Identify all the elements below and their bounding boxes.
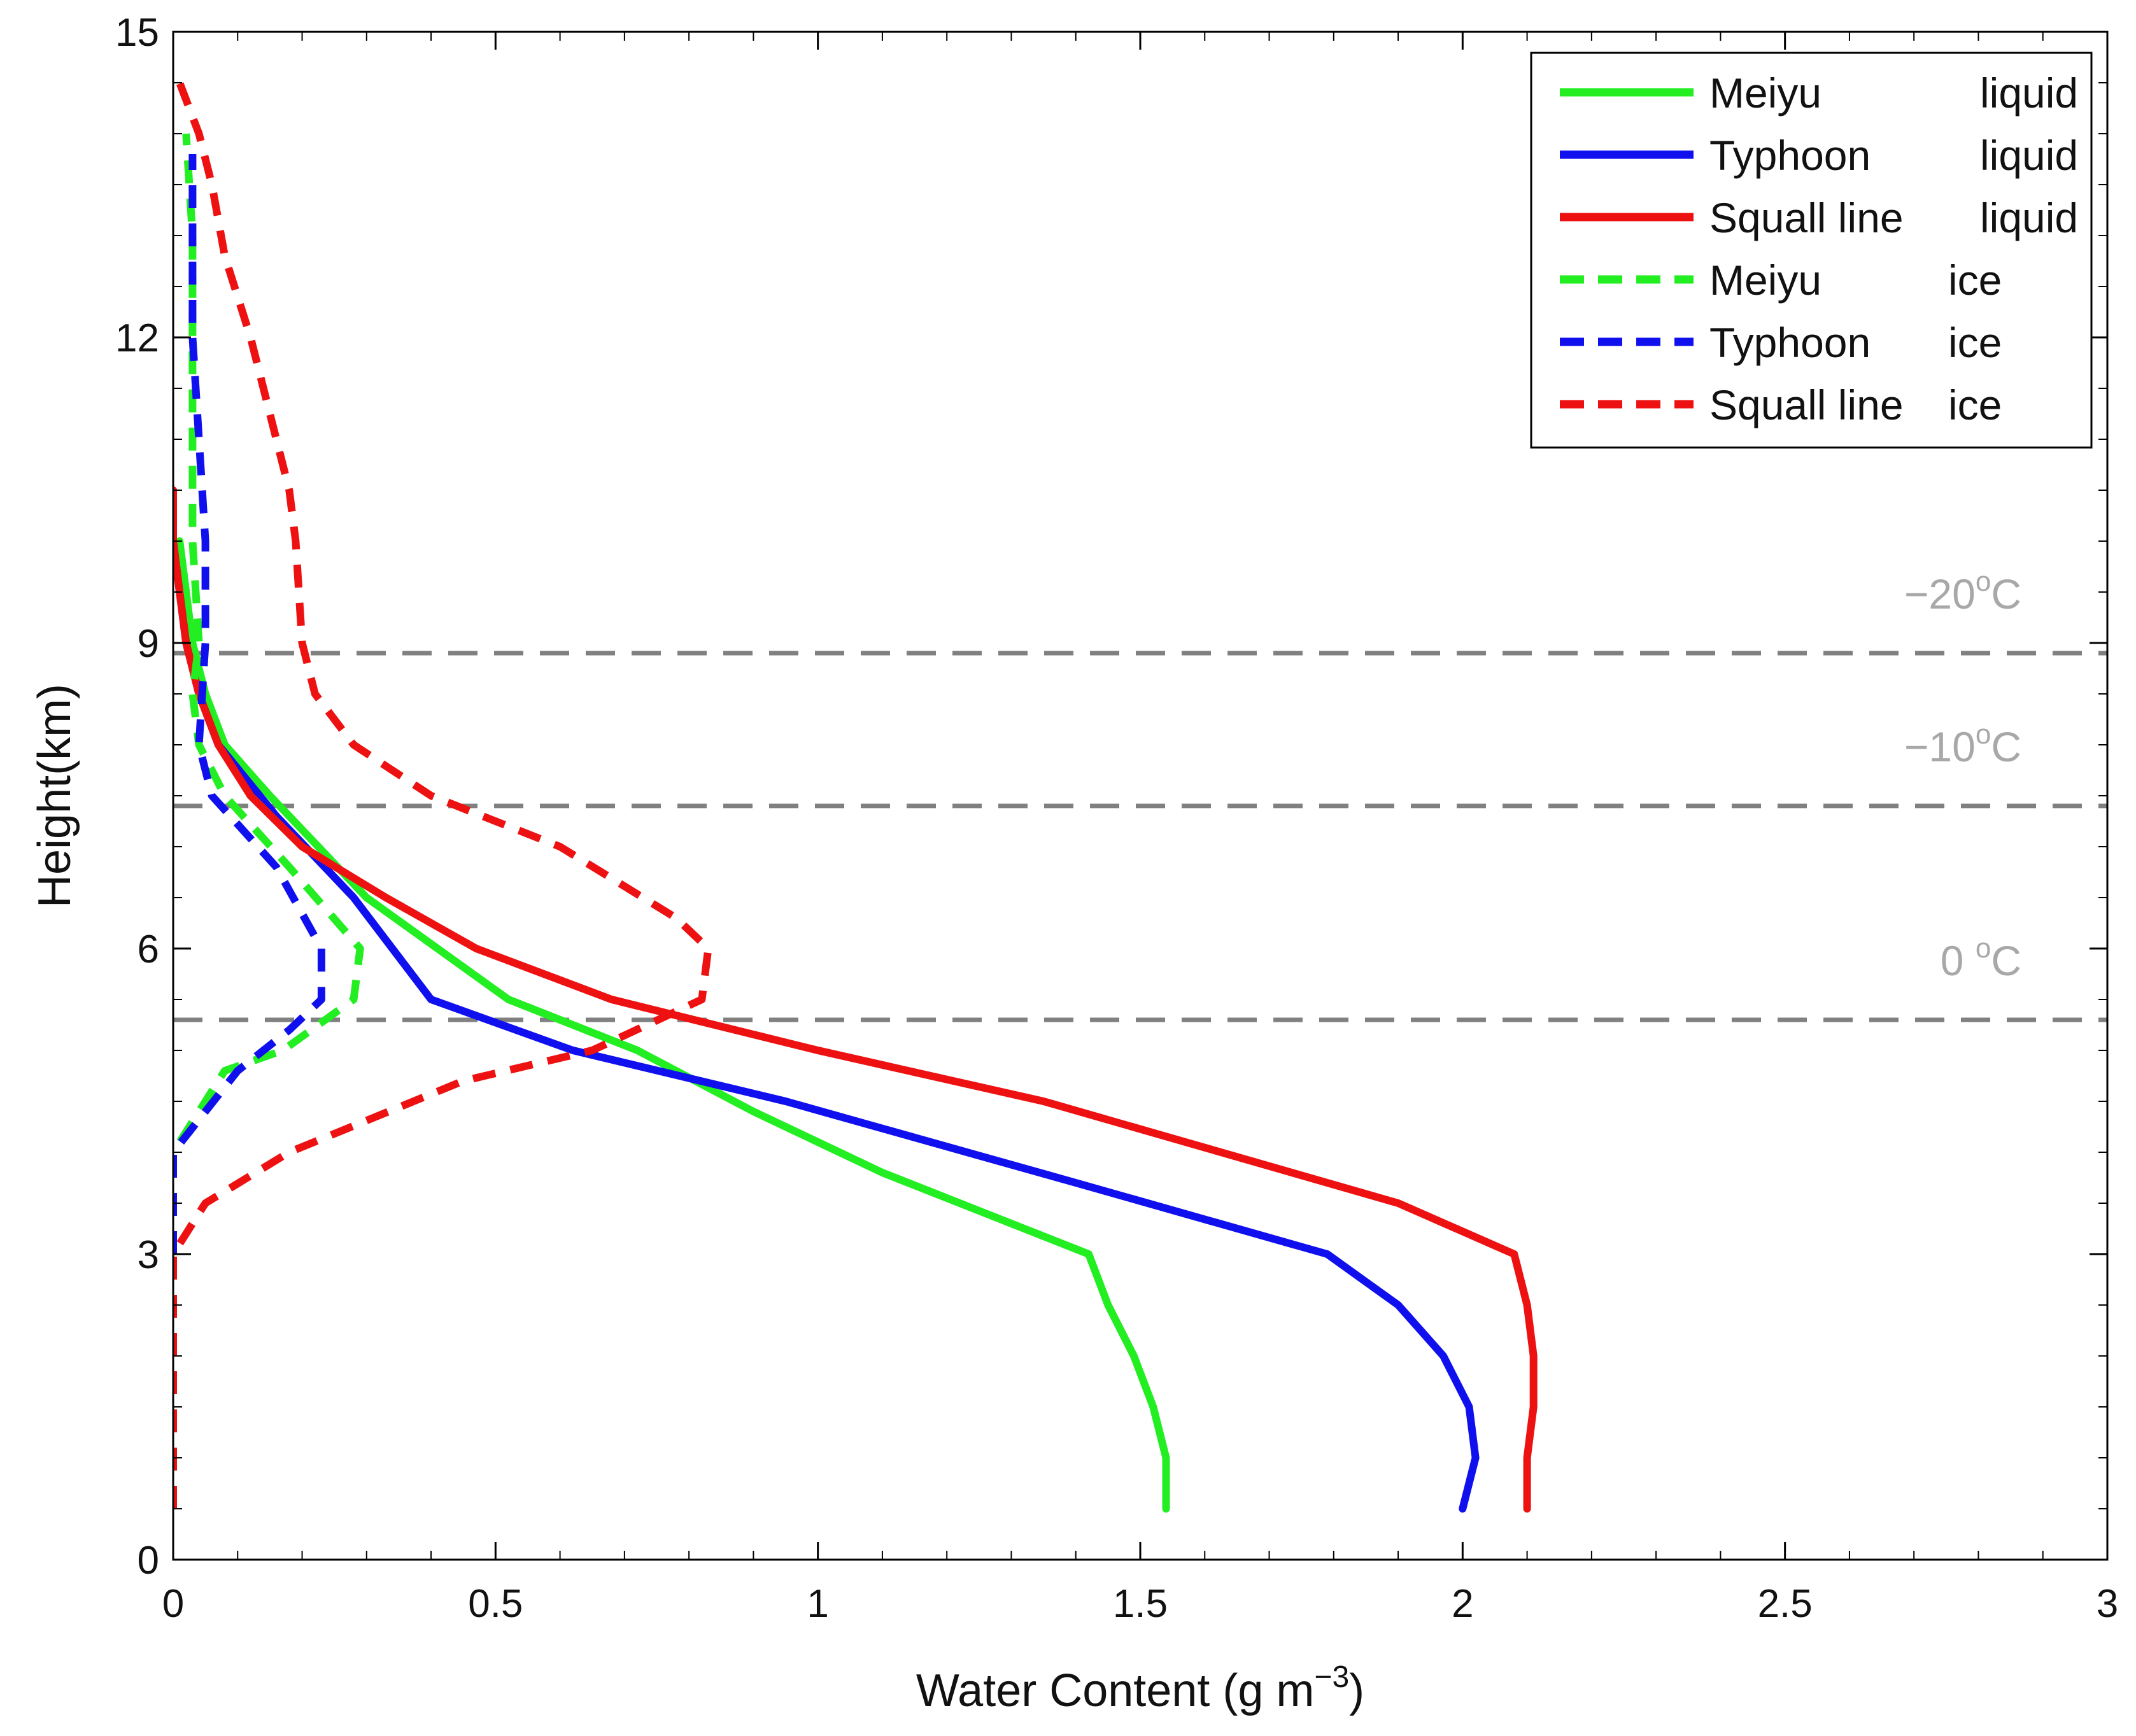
x-tick-label: 2 — [1452, 1582, 1473, 1626]
y-axis-label: Height(km) — [29, 684, 80, 908]
legend-series-name: Squall line — [1709, 194, 1904, 241]
squall-line-liquid-line — [173, 486, 1538, 1513]
reference-label-base: −10 — [1904, 723, 1976, 770]
legend-series-name: Squall line — [1709, 381, 1904, 428]
reference-label: −20oC — [1904, 566, 2021, 617]
legend-phase: ice — [1948, 319, 2002, 366]
reference-label-degree: o — [1976, 566, 1991, 597]
y-tick-label: 3 — [138, 1233, 159, 1277]
reference-label: −10oC — [1904, 719, 2021, 770]
legend-box — [1530, 52, 2093, 449]
y-tick-label: 6 — [138, 928, 159, 971]
y-tick-label: 0 — [138, 1539, 159, 1583]
ticks: 0 0.5 1 1.5 2 2.5 3 0 3 6 9 12 15 — [115, 11, 2118, 1626]
legend-series-name: Meiyu — [1709, 257, 1821, 304]
x-tick-label: 3 — [2097, 1582, 2118, 1626]
series-lines — [173, 81, 1538, 1513]
reference-label-degree: o — [1976, 933, 1991, 964]
axes: 0 0.5 1 1.5 2 2.5 3 0 3 6 9 12 15 Height(km) Water C… — [29, 11, 2118, 1716]
x-tick-label: 0 — [162, 1582, 184, 1626]
x-tick-label: 2.5 — [1758, 1582, 1813, 1626]
typhoon-ice-line — [173, 154, 325, 1254]
squall-line-ice-line — [173, 81, 712, 1509]
legend-phase: liquid — [1980, 132, 2078, 179]
x-axis-label: Water Content (g m−3) — [916, 1660, 1364, 1716]
reference-label-unit: C — [1991, 570, 2021, 617]
legend-phase: ice — [1948, 381, 2002, 428]
legend-phase: liquid — [1980, 69, 2078, 116]
legend-series-name: Typhoon — [1709, 319, 1871, 366]
legend-phase: ice — [1948, 257, 2002, 304]
reference-label: 0 oC — [1941, 933, 2021, 984]
reference-label-degree: o — [1976, 719, 1991, 750]
x-tick-label: 1 — [807, 1582, 828, 1626]
legend-phase: liquid — [1980, 194, 2078, 241]
y-tick-label: 15 — [115, 11, 159, 55]
y-tick-label: 12 — [115, 316, 159, 360]
x-tick-label: 1.5 — [1113, 1582, 1168, 1626]
y-tick-label: 9 — [138, 622, 159, 666]
reference-label-unit: C — [1991, 723, 2021, 770]
legend-series-name: Meiyu — [1709, 69, 1821, 116]
reference-label-unit: C — [1991, 937, 2021, 984]
legend: Meiyu liquid Typhoon liquid Squall line liqui… — [1530, 52, 2093, 449]
reference-label-base: 0 — [1941, 937, 1976, 984]
reference-lines: 0 oC−10oC−20oC — [173, 566, 2107, 1022]
legend-series-name: Typhoon — [1709, 132, 1871, 179]
meiyu-ice-line — [173, 133, 364, 1254]
x-tick-label: 0.5 — [468, 1582, 523, 1626]
reference-label-base: −20 — [1904, 570, 1976, 617]
meiyu-liquid-line — [176, 537, 1170, 1513]
